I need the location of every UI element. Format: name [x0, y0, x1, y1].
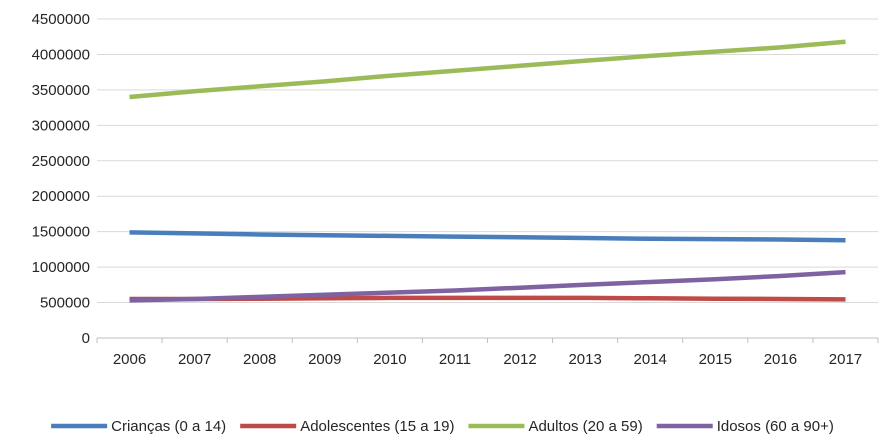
y-tick-label: 3500000 — [32, 82, 90, 99]
x-tick-label: 2007 — [178, 351, 211, 368]
y-tick-label: 0 — [82, 330, 90, 347]
y-tick-label: 3000000 — [32, 117, 90, 134]
x-tick-label: 2014 — [634, 351, 667, 368]
tick-labels: 0 500000 1000000 1500000 2000000 2500000 30000… — [32, 11, 863, 368]
legend: Crianças (0 a 14) Adolescentes (15 a 19) A… — [51, 418, 834, 435]
x-tick-label: 2008 — [243, 351, 276, 368]
y-tick-label: 2500000 — [32, 153, 90, 170]
series-line-4 — [129, 269, 846, 303]
x-tick-label: 2011 — [439, 351, 471, 368]
gridlines — [97, 18, 878, 304]
y-tick-label: 4000000 — [32, 46, 90, 63]
legend-label: Crianças (0 a 14) — [111, 418, 226, 435]
x-tick-label: 2015 — [699, 351, 732, 368]
x-tick-label: 2013 — [568, 351, 601, 368]
x-tick-label: 2010 — [373, 351, 406, 368]
x-tick-label: 2016 — [764, 351, 797, 368]
x-tick-label: 2009 — [308, 351, 341, 368]
x-tick-label: 2017 — [829, 351, 862, 368]
y-tick-label: 4500000 — [32, 11, 90, 28]
x-tick-label: 2006 — [113, 351, 146, 368]
series-line-3 — [129, 39, 846, 100]
series-line-1 — [129, 230, 846, 243]
y-tick-label: 2000000 — [32, 188, 90, 205]
legend-label: Idosos (60 a 90+) — [717, 418, 834, 435]
series-lines — [129, 39, 846, 303]
axes — [96, 337, 879, 343]
y-tick-label: 500000 — [40, 295, 90, 312]
y-tick-label: 1000000 — [32, 259, 90, 276]
legend-label: Adultos (20 a 59) — [528, 418, 642, 435]
legend-label: Adolescentes (15 a 19) — [300, 418, 454, 435]
y-tick-label: 1500000 — [32, 224, 90, 241]
x-tick-label: 2012 — [503, 351, 536, 368]
